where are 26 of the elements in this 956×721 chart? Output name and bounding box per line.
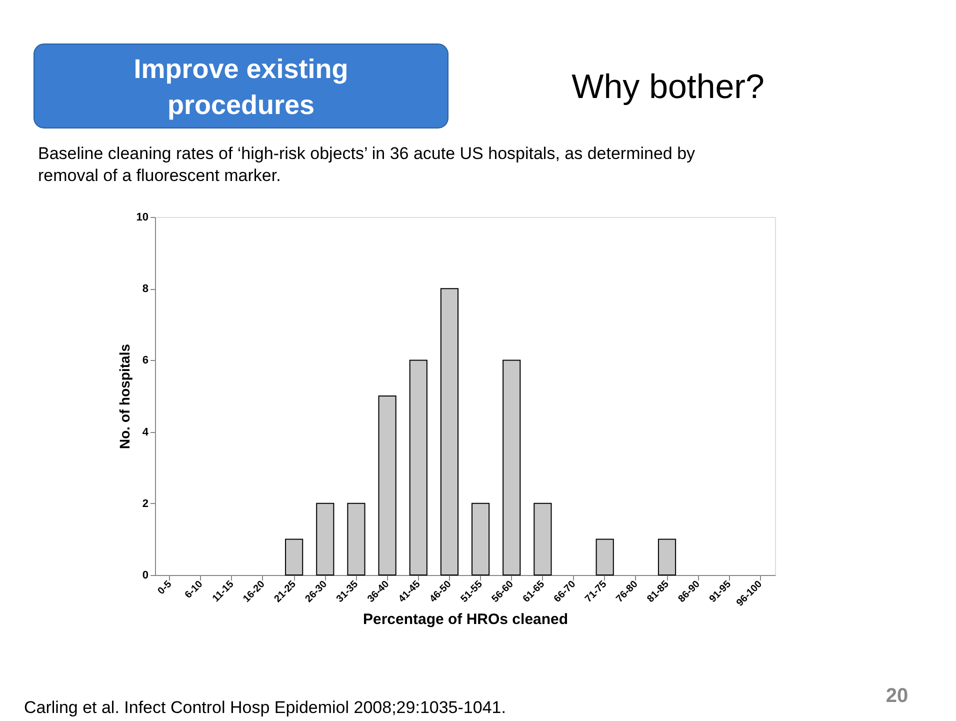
bar (285, 538, 304, 576)
bar (378, 396, 396, 576)
bar (347, 502, 366, 576)
bar (596, 538, 614, 576)
bar (409, 360, 428, 576)
y-axis-title: No. of hospitals (116, 344, 132, 449)
y-tick-label: 0 (142, 570, 148, 582)
bar (502, 360, 521, 576)
y-tick-label: 10 (136, 212, 148, 224)
text: 20 (886, 685, 908, 707)
bar (658, 538, 676, 576)
bar (471, 502, 490, 576)
bar (534, 502, 552, 576)
chart-title: Why bother? (572, 68, 764, 106)
y-tick-label: 2 (142, 498, 148, 510)
x-tick-label: 6-10 (183, 578, 206, 601)
y-tick-label: 8 (142, 283, 148, 296)
bar (316, 502, 334, 576)
x-tick-label: 0-5 (156, 578, 174, 597)
y-tick-label: 4 (142, 426, 150, 438)
x-axis-title: Percentage of HROs cleaned (362, 611, 568, 628)
chart-subtitle: Baseline cleaning rates of ‘high-risk objects’ in 36 acute US hospitals, as determined by removal of a fluorescent marker. (38, 144, 696, 185)
bar (440, 288, 459, 576)
y-tick-label: 6 (142, 354, 148, 367)
text: Improve existing procedures (134, 54, 348, 120)
text: Carling et al. Infect Control Hosp Epidemiol 2008;29:1035-1041. (24, 698, 506, 717)
